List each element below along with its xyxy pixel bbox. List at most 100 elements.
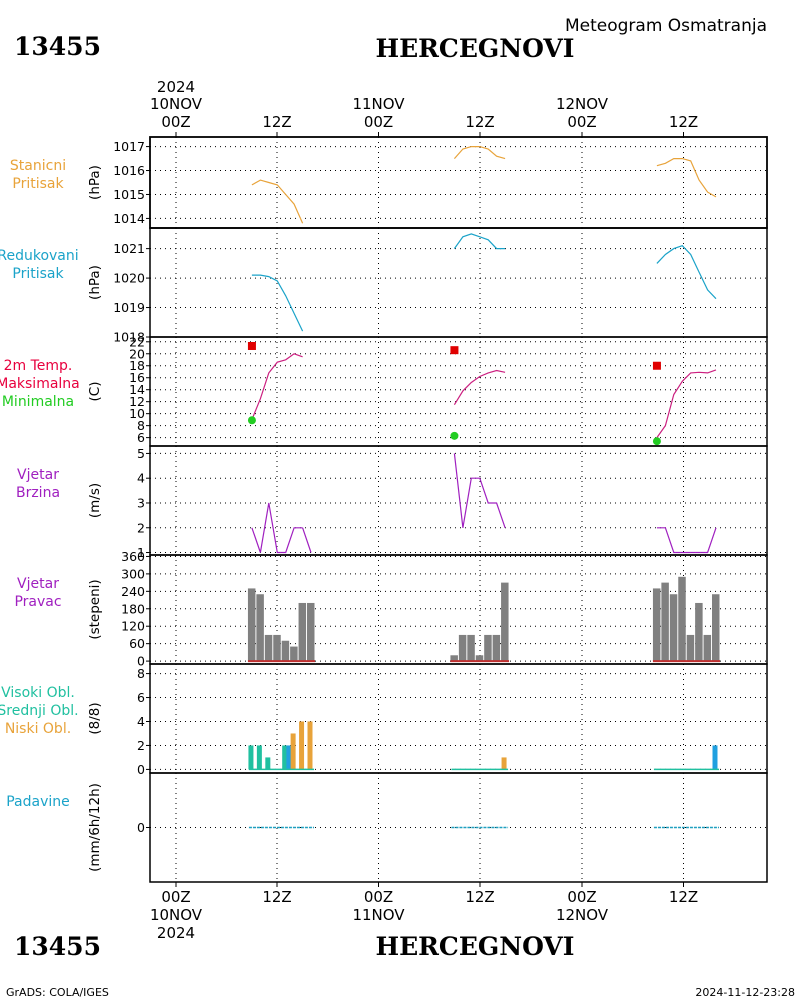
wind-direction-bar [467, 634, 475, 662]
wind-direction-bar [501, 582, 509, 662]
low-cloud-bar [299, 721, 305, 770]
y-tick-label: 1017 [113, 139, 145, 154]
y-axis-label: (hPa) [87, 265, 103, 300]
y-tick-label: 1 [137, 545, 145, 560]
bottom-date-label: 10NOV [150, 906, 203, 924]
y-tick-label: 180 [121, 601, 145, 616]
wind-direction-bar [450, 655, 458, 662]
bottom-hour-label: 12Z [465, 888, 494, 906]
y-tick-label: 5 [137, 446, 145, 461]
top-hour-label: 00Z [567, 113, 596, 131]
y-tick-label: 60 [129, 636, 145, 651]
top-hour-label: 12Z [465, 113, 494, 131]
series-line-day2 [453, 233, 506, 250]
panel-label: Pritisak [12, 176, 64, 192]
bottom-hour-label: 00Z [567, 888, 596, 906]
station-id: 13455 [14, 32, 101, 61]
y-tick-label: 3 [137, 495, 145, 510]
panel-precipitation: 0 (mm/6h/12h) Padavine [6, 772, 768, 883]
top-date-label: 11NOV [352, 95, 405, 113]
wind-direction-bar [492, 634, 501, 662]
y-tick-label: 4 [137, 714, 145, 729]
footer-timestamp: 2024-11-12-23:28 [695, 986, 795, 999]
panel-label: Srednji Obl. [0, 703, 79, 719]
wind-direction-bar [307, 602, 315, 662]
panel-border [149, 136, 768, 229]
footer-credit: GrADS: COLA/IGES [6, 986, 109, 999]
panel-label: Padavine [6, 794, 70, 810]
series-line-day3 [656, 527, 717, 554]
y-tick-label: 1018 [113, 330, 145, 345]
low-cloud-bar [290, 733, 296, 770]
series-line-day1 [251, 274, 304, 332]
bottom-hour-label: 00Z [161, 888, 190, 906]
wind-direction-bar [458, 634, 467, 662]
y-tick-label: 8 [137, 418, 145, 433]
bottom-date-label: 12NOV [556, 906, 609, 924]
high-cloud-bar [282, 745, 288, 770]
wind-direction-bar [652, 588, 661, 662]
wind-direction-bar [281, 640, 290, 662]
mid-cloud-bar [286, 745, 292, 770]
y-tick-label: 240 [121, 584, 145, 599]
y-tick-label: 360 [121, 549, 145, 564]
series-line-day1 [251, 502, 303, 554]
panel-label: Pritisak [12, 266, 64, 282]
y-tick-label: 6 [137, 430, 145, 445]
series-line-day3 [656, 158, 717, 198]
y-tick-label: 1015 [113, 187, 145, 202]
y-axis-label: (stepeni) [87, 579, 103, 639]
wind-direction-bar [695, 602, 703, 662]
tmin-marker [450, 431, 459, 440]
y-tick-label: 2 [137, 738, 145, 753]
tmin-marker [247, 416, 256, 425]
y-tick-label: 12 [129, 394, 145, 409]
wind-direction-bar [712, 594, 720, 662]
mid-cloud-bar [712, 745, 718, 770]
y-tick-label: 8 [137, 666, 145, 681]
panel-label: Visoki Obl. [1, 685, 75, 701]
panel-label: Vjetar [17, 576, 59, 592]
wind-direction-bar [661, 582, 669, 662]
panel-label: Vjetar [17, 467, 59, 483]
y-tick-label: 1020 [113, 271, 145, 286]
high-cloud-bar [256, 745, 262, 770]
y-tick-label: 1019 [113, 300, 145, 315]
y-tick-label: 0 [137, 654, 145, 669]
tmax-marker [652, 361, 661, 370]
y-tick-label: 6 [137, 690, 145, 705]
y-tick-label: 120 [121, 619, 145, 634]
panel-label: Minimalna [2, 394, 74, 410]
y-tick-label: 1021 [113, 241, 145, 256]
top-hour-label: 12Z [262, 113, 291, 131]
y-tick-label: 10 [129, 406, 145, 421]
y-tick-label: 22 [129, 334, 145, 349]
tmin-marker [652, 437, 661, 446]
y-tick-label: 2 [137, 520, 145, 535]
top-date-label: 10NOV [150, 95, 203, 113]
wind-direction-bar [256, 594, 264, 662]
low-cloud-bar [501, 757, 507, 770]
panel-station-pressure: 1014 1015 1016 1017 (hPa) Stanicni Pritisak [10, 136, 768, 229]
wind-direction-bar [264, 634, 273, 662]
wind-direction-bar [290, 646, 298, 662]
tmax-marker [247, 341, 256, 350]
series-line-day1 [251, 179, 304, 224]
wind-direction-bar [484, 634, 492, 662]
y-tick-label: 20 [129, 346, 145, 361]
wind-direction-bar [475, 655, 484, 662]
tmax-marker [450, 346, 459, 355]
panel-clouds: 0 2 4 6 8 (8/8) Visoki Obl. Srednji Obl. Niski O… [0, 663, 768, 777]
top-hour-label: 00Z [161, 113, 190, 131]
station-name: HERCEGNOVI [375, 34, 574, 63]
top-date-label: 12NOV [556, 95, 609, 113]
y-axis-label: (C) [87, 382, 103, 402]
series-line-day3 [656, 245, 717, 300]
y-axis-label: (mm/6h/12h) [87, 783, 103, 872]
panel-label: Maksimalna [0, 376, 80, 392]
y-tick-label: 18 [129, 358, 145, 373]
y-tick-label: 1016 [113, 163, 145, 178]
wind-direction-bar [273, 634, 281, 662]
